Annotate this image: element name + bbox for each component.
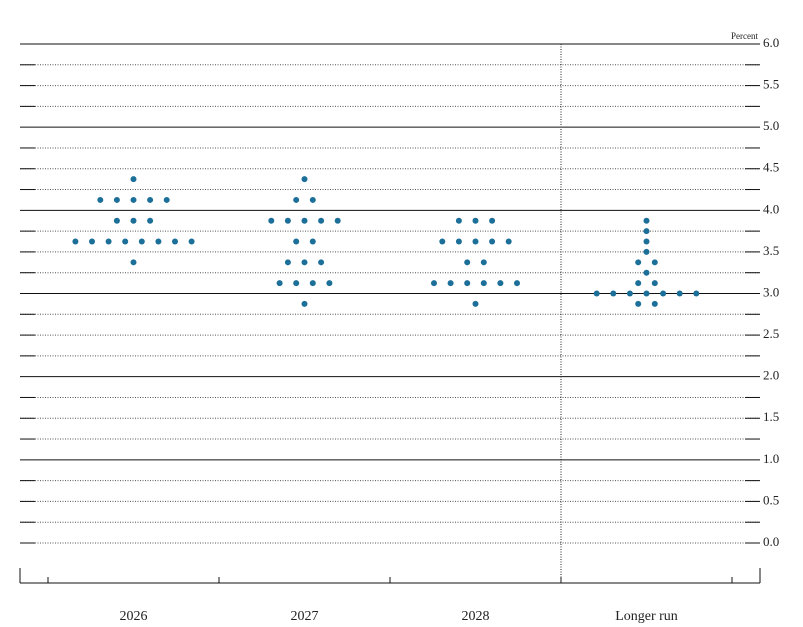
y-tick-label: 5.5 [763,77,779,92]
y-tick-label: 0.5 [763,492,779,507]
dot [72,238,79,245]
dot [318,259,325,266]
x-tick-label: 2028 [462,609,490,624]
dot [472,217,479,224]
dot [301,176,308,183]
dot [172,238,178,245]
dot [122,238,129,245]
dot [105,238,112,245]
dot [155,238,162,245]
dot [276,280,283,287]
y-tick-label: 3.0 [763,284,779,299]
dot [635,259,642,266]
dot [610,290,617,297]
dot [593,290,600,297]
dot [472,238,479,245]
dot [643,269,650,276]
dot [89,238,95,245]
dot [651,280,658,287]
dot [293,280,300,287]
dot [505,238,512,245]
dot [626,290,633,297]
dot [334,217,341,224]
dot [318,217,325,224]
dot [284,217,291,224]
dot [480,259,487,266]
x-tick-label: 2027 [291,609,319,624]
y-tick-label: 2.0 [763,368,779,383]
dot [130,196,137,203]
y-axis-label: Percent [731,31,758,41]
dot [284,259,291,266]
dot [309,196,316,203]
dot [643,228,650,235]
dot [643,248,650,255]
dot [130,217,137,224]
dot [455,217,462,224]
y-tick-label: 4.5 [763,160,779,175]
dot [268,217,275,224]
dot [693,290,700,297]
dot [489,217,496,224]
dot [643,217,650,224]
y-tick-label: 3.5 [763,243,779,258]
dot [651,300,658,307]
dot [431,280,437,287]
dot [447,280,454,287]
x-tick-label: Longer run [615,609,678,624]
dot [113,196,120,203]
dot [439,238,446,245]
dot [660,290,667,297]
y-tick-label: 5.0 [763,118,779,133]
dot [293,196,300,203]
dot [309,238,316,245]
dot [326,280,333,287]
y-tick-label: 0.0 [763,534,779,549]
dot [147,217,154,224]
dot [130,176,137,183]
dot [464,280,471,287]
dot [130,259,137,266]
dot [464,259,471,266]
y-tick-label: 6.0 [763,35,779,50]
dot [472,300,479,307]
dot [147,196,154,203]
dot [301,259,308,266]
dot [480,280,487,287]
dot [188,238,195,245]
dot [635,300,642,307]
dot [113,217,120,224]
dot [301,217,308,224]
dot [643,290,650,297]
dot [138,238,145,245]
dot [293,238,300,245]
dot [676,290,683,297]
dot [301,300,308,307]
y-tick-label: 1.5 [763,409,779,424]
y-tick-label: 4.0 [763,201,779,216]
dot [489,238,496,245]
dot [163,196,170,203]
dot [497,280,504,287]
dot [643,238,650,245]
dot [651,259,658,266]
dot [455,238,462,245]
y-tick-label: 1.0 [763,451,779,466]
dot [635,280,642,287]
dot [309,280,316,287]
y-tick-label: 2.5 [763,326,779,341]
dot [514,280,520,287]
x-tick-label: 2026 [120,609,148,624]
dot [97,196,104,203]
